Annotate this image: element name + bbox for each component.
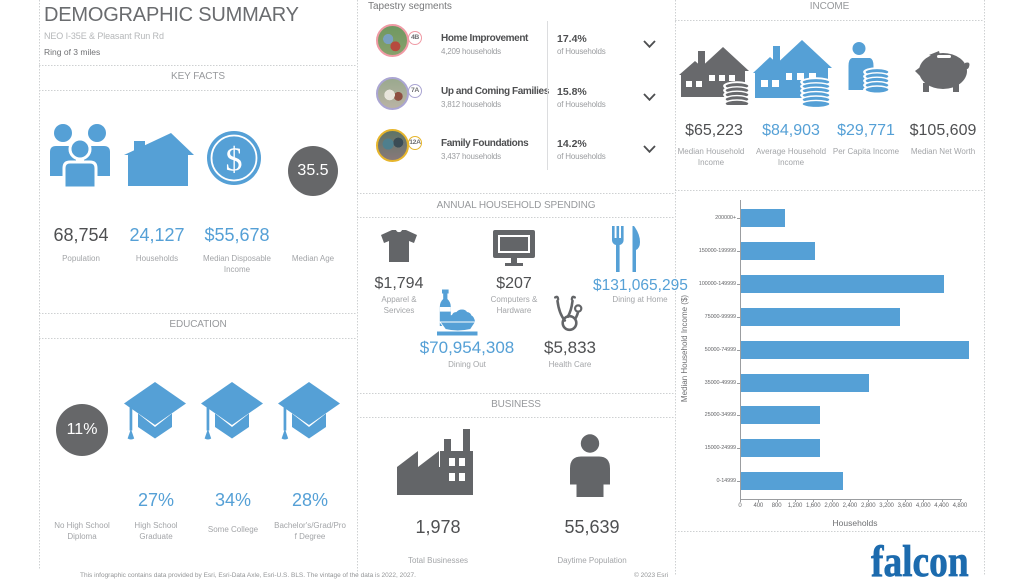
svg-text:$: $ (226, 142, 243, 179)
